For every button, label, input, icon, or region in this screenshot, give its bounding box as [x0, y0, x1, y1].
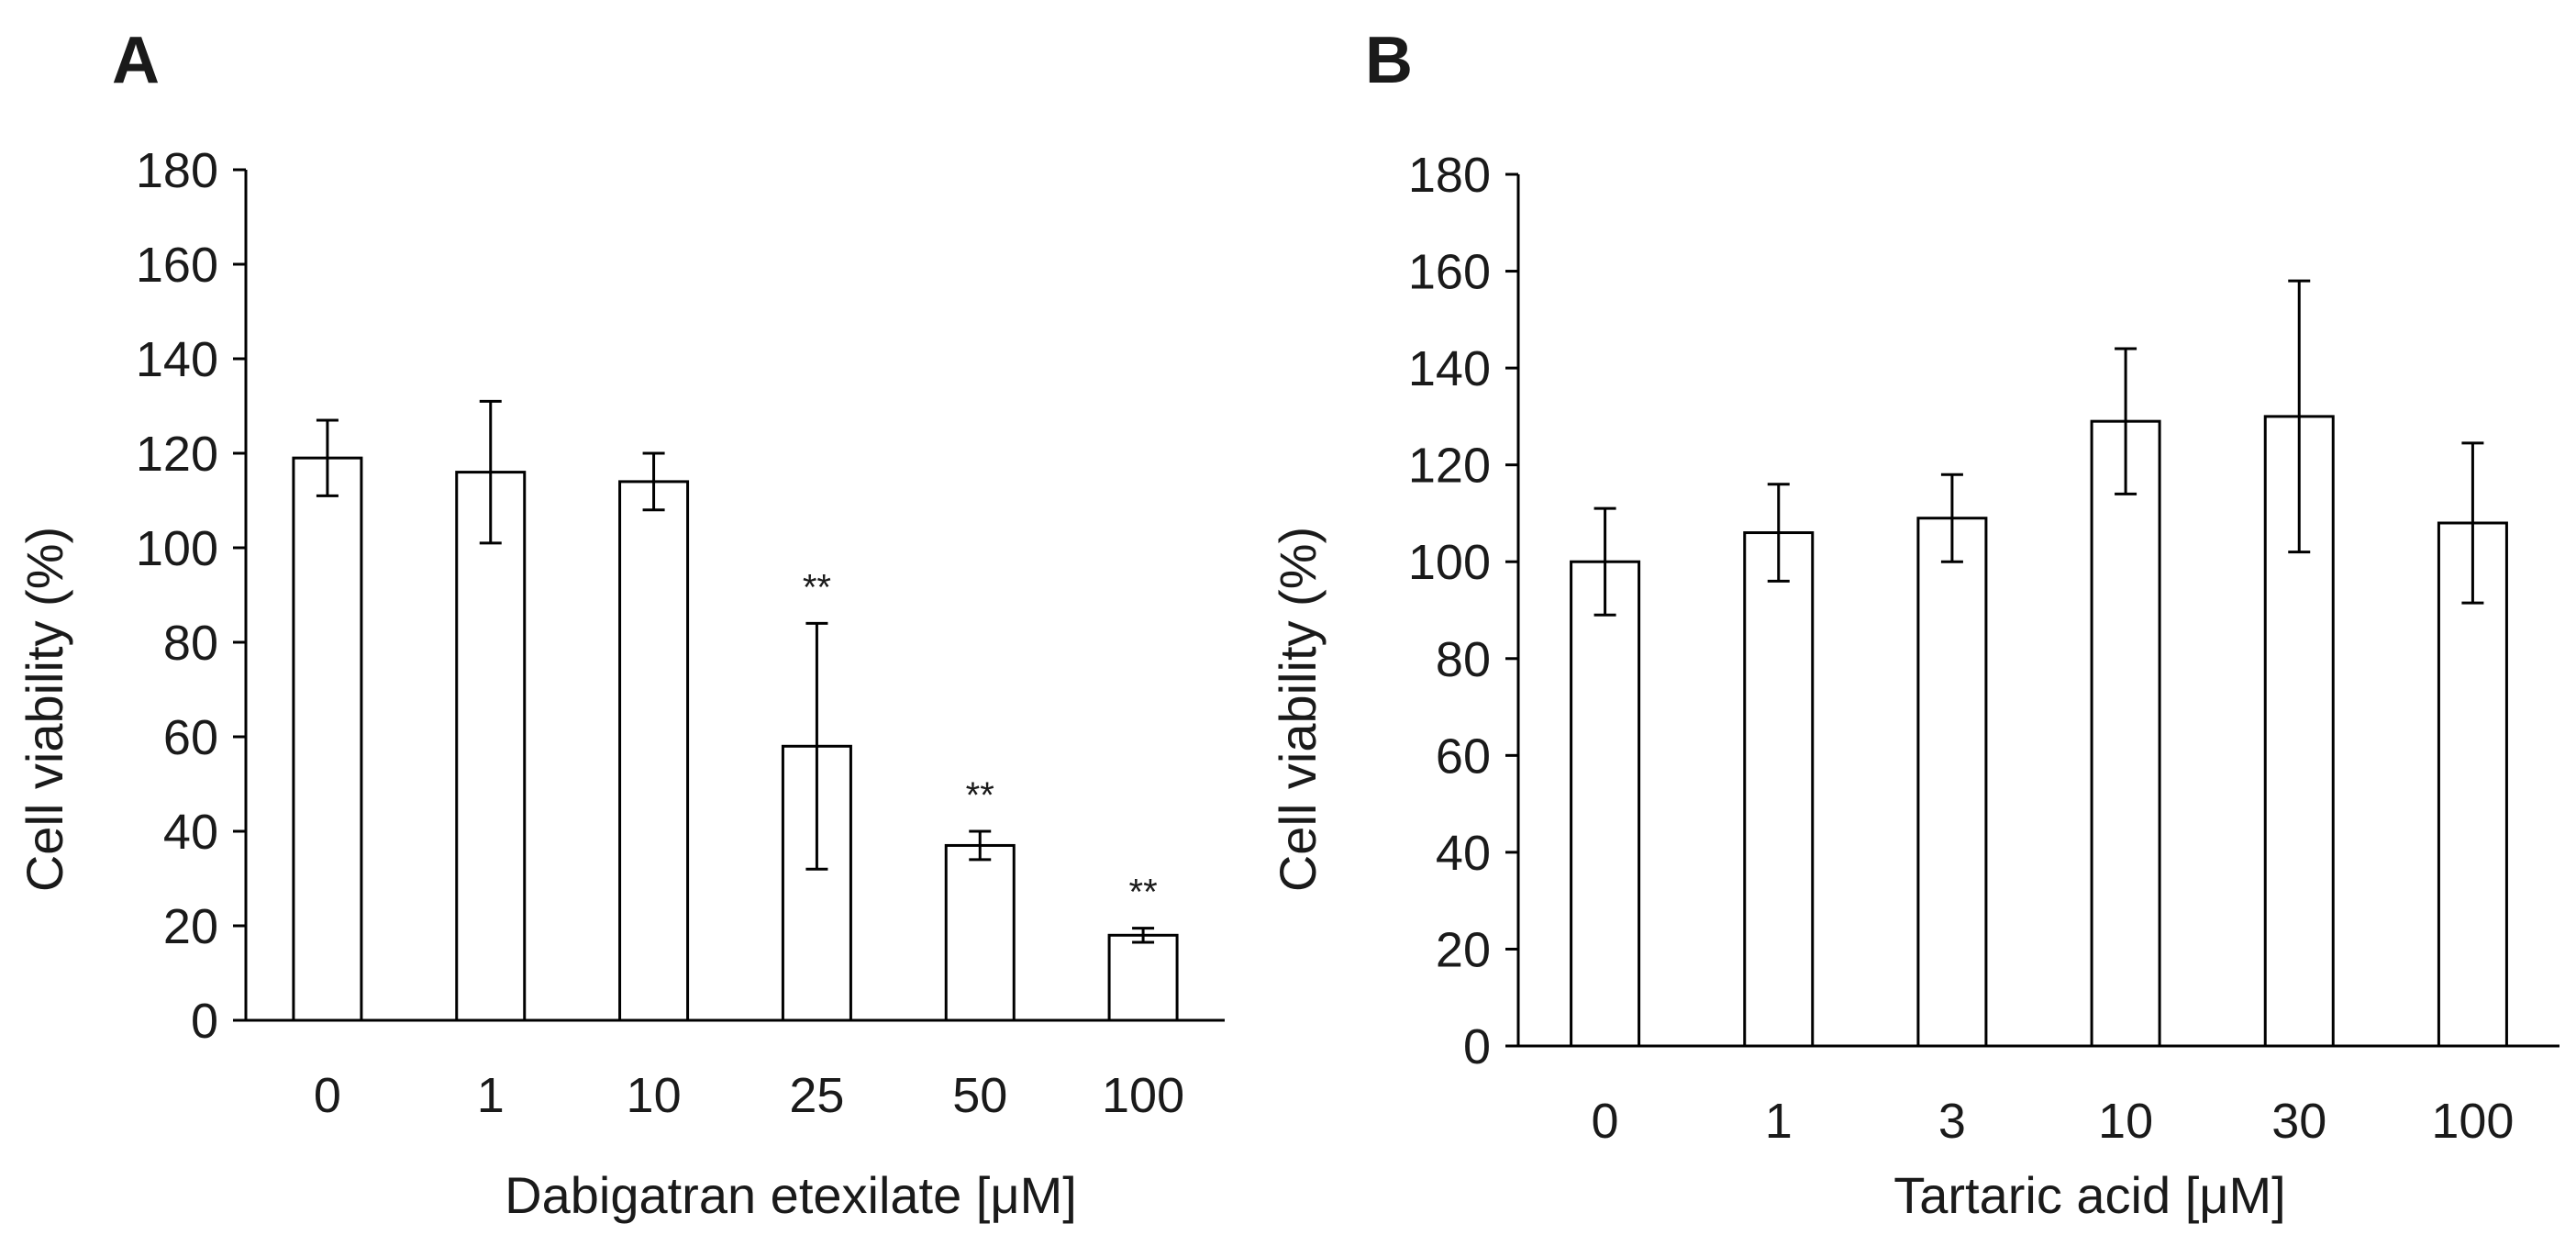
y-tick-label-a: 140: [136, 332, 218, 387]
bar-b-3: [2090, 419, 2161, 1048]
x-tick-label-b-0: 0: [1592, 1094, 1619, 1149]
y-tick-label-a: 20: [163, 899, 218, 954]
bar-b-5: [2437, 521, 2508, 1048]
x-tick-label-a-0: 0: [314, 1068, 341, 1123]
y-axis-title-b: Cell viability (%): [1269, 527, 1327, 892]
y-tick-label-a: 40: [163, 805, 218, 860]
y-tick-label-a: 80: [163, 616, 218, 671]
x-axis-title-a: Dabigatran etexilate [μM]: [505, 1166, 1077, 1224]
y-tick-label-b: 160: [1408, 245, 1491, 300]
y-tick-label-b: 120: [1408, 439, 1491, 494]
x-tick-label-a-4: 50: [952, 1068, 1007, 1123]
y-tick-label-a: 100: [136, 521, 218, 576]
plot-area-a: 0 20 40 60 80 100 120 140 160 180 0 1 10 25 ** 50 ** 100 *…: [136, 143, 1225, 1123]
y-tick-label-b: 140: [1408, 341, 1491, 396]
y-tick-label-a: 60: [163, 710, 218, 765]
chart-panel-a: A Cell viability (%) Dabigatran etexilat…: [16, 24, 1225, 1224]
x-tick-label-b-4: 30: [2271, 1094, 2326, 1149]
y-tick-label-b: 60: [1436, 729, 1491, 784]
x-tick-label-b-2: 3: [1938, 1094, 1966, 1149]
y-tick-label-b: 100: [1408, 535, 1491, 590]
bar-b-2: [1916, 517, 1988, 1048]
x-tick-label-a-2: 10: [627, 1068, 682, 1123]
y-tick-label-a: 160: [136, 238, 218, 293]
y-tick-label-b: 20: [1436, 922, 1491, 977]
bar-b-1: [1743, 531, 1815, 1048]
significance-mark-a-5: **: [1129, 873, 1158, 913]
chart-panel-b: B Cell viability (%) Tartaric acid [μM] …: [1269, 24, 2559, 1224]
bar-a-2: [618, 480, 690, 1022]
panel-letter-b: B: [1365, 24, 1413, 97]
y-tick-label-b: 80: [1436, 632, 1491, 687]
bar-a-1: [455, 471, 527, 1022]
y-tick-label-a: 0: [191, 994, 218, 1049]
y-axis-title-text-b: Cell viability (%): [1269, 527, 1327, 892]
y-tick-label-a: 180: [136, 143, 218, 198]
y-axis-title-text-a: Cell viability (%): [16, 527, 73, 892]
x-tick-label-a-1: 1: [477, 1068, 505, 1123]
y-axis-title-a: Cell viability (%): [16, 527, 73, 892]
x-tick-label-a-5: 100: [1102, 1068, 1184, 1123]
x-tick-label-a-3: 25: [789, 1068, 844, 1123]
y-tick-label-b: 180: [1408, 148, 1491, 203]
bar-a-0: [292, 456, 363, 1022]
bar-a-5: [1107, 933, 1179, 1022]
x-tick-label-b-3: 10: [2098, 1094, 2153, 1149]
plot-area-b: 0 20 40 60 80 100 120 140 160 180 0 1 3 10 30 100: [1408, 148, 2559, 1149]
bar-a-4: [944, 843, 1016, 1022]
y-tick-label-b: 40: [1436, 826, 1491, 881]
y-tick-label-b: 0: [1463, 1019, 1491, 1074]
bar-b-0: [1570, 560, 1641, 1048]
significance-mark-a-4: **: [966, 775, 994, 816]
x-tick-label-b-5: 100: [2431, 1094, 2514, 1149]
x-tick-label-b-1: 1: [1765, 1094, 1793, 1149]
x-axis-title-b: Tartaric acid [μM]: [1893, 1166, 2285, 1224]
y-tick-label-a: 120: [136, 427, 218, 482]
panel-letter-a: A: [112, 24, 160, 97]
significance-mark-a-3: **: [803, 567, 831, 607]
